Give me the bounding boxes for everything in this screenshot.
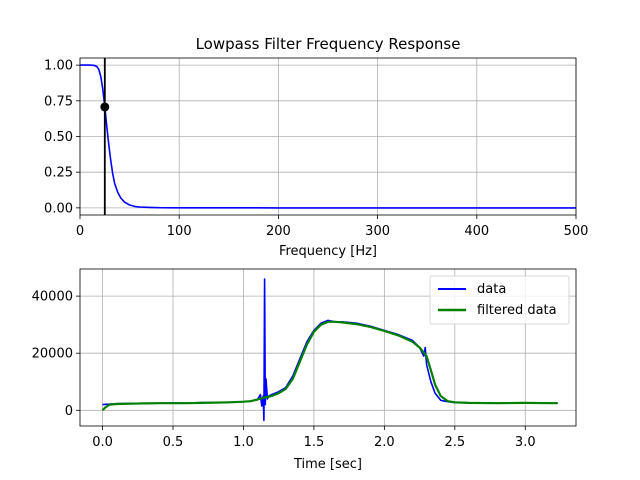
x-tick-label: 0 [76,224,84,239]
x-axis-label: Frequency [Hz] [279,244,377,259]
x-tick-label: 500 [564,224,589,239]
x-tick-label: 2.5 [444,435,465,450]
y-tick-label: 0 [65,404,73,419]
y-tick-label: 0.25 [44,166,73,181]
legend-entry-data: data [477,282,506,297]
chart-title: Lowpass Filter Frequency Response [196,35,461,53]
cutoff-point [100,102,110,112]
y-tick-label: 0.75 [44,94,73,109]
legend-entry-filtered-data: filtered data [477,303,557,318]
x-tick-label: 100 [167,224,192,239]
time-domain-chart: 0.0 0.5 1.0 1.5 2.0 2.5 3.0 0 20000 40000 Time [… [32,268,577,472]
x-tick-label: 3.0 [515,435,536,450]
series-line-1 [101,320,558,412]
plot-frame [79,268,577,427]
x-tick-label: 2.0 [374,435,395,450]
series-line-0 [80,64,576,209]
x-tick-label: 1.0 [233,435,254,450]
frequency-response-chart: Lowpass Filter Frequency Response 0 100 20… [44,35,588,259]
y-tick-label: 0.50 [44,130,73,145]
x-tick-label: 200 [266,224,291,239]
y-tick-label: 1.00 [44,59,73,74]
y-tick-label: 0.00 [44,201,73,216]
x-tick-label: 0.5 [163,435,184,450]
legend: data filtered data [429,275,570,325]
x-tick-label: 1.5 [304,435,325,450]
x-tick-label: 0.0 [92,435,113,450]
y-tick-label: 40000 [32,290,73,305]
x-tick-label: 300 [365,224,390,239]
x-tick-label: 400 [464,224,489,239]
y-tick-label: 20000 [32,347,73,362]
x-axis-label: Time [sec] [293,457,362,472]
